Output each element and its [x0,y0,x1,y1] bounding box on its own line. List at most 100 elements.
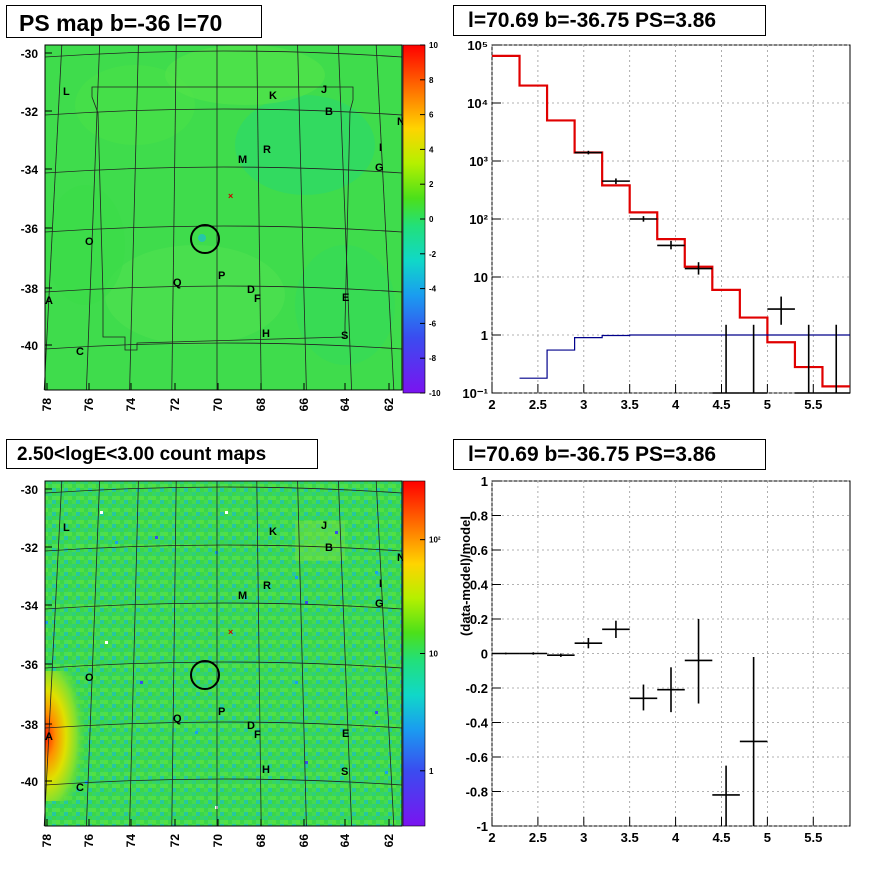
grid-parallel [44,50,403,58]
residual-x-tick-label: 4 [672,830,680,845]
map-x-tick-label: 68 [254,398,268,412]
map-x-tick-label: 78 [40,398,54,412]
source-label-o: O [85,236,94,248]
source-label-f: F [254,729,261,741]
map-x-tick-label: 76 [82,834,96,848]
map-y-tick-label: -32 [21,541,39,555]
map-patch [45,185,125,305]
map-y-tick-label: -40 [21,339,39,353]
map-y-tick-label: -36 [21,658,39,672]
source-a-emission [45,671,105,801]
residual-y-tick-label: 0.2 [470,612,488,627]
source-label-c: C [76,346,84,358]
map-y-tick-label: -40 [21,775,39,789]
map-patch [235,95,375,195]
spectrum-x-tick-label: 4.5 [712,397,730,412]
source-circle [190,660,220,690]
grid-parallel [44,661,403,669]
map-y-tick-label: -32 [21,105,39,119]
grid-meridian [171,44,177,391]
source-label-p: P [218,270,225,282]
map-pixel [225,511,228,514]
spectrum-x-tick-label: 4 [672,397,680,412]
map-x-tick-label: 62 [382,834,396,848]
ts-colorbar-tick-label: -2 [429,250,437,259]
grid-parallel [44,721,403,729]
source-label-m: M [238,590,247,602]
spectrum-y-tick-label: 1 [481,328,488,343]
map-patch [105,245,285,345]
residual-y-tick-label: -0.4 [466,716,489,731]
source-label-b: B [325,106,333,118]
map-x-tick-label: 66 [297,398,311,412]
source-label-a: A [45,731,53,743]
map-pixel [155,536,158,539]
source-peak [198,234,206,242]
residual-x-tick-label: 2.5 [529,830,547,845]
cross-marker: × [228,191,233,201]
map-pixel [295,576,298,579]
grid-meridian [86,44,100,391]
map-x-tick-label: 74 [124,834,138,848]
grid-meridian [375,44,395,391]
map-x-tick-label: 78 [40,834,54,848]
source-label-p: P [218,706,225,718]
map-x-tick-label: 64 [338,834,352,848]
ts-colorbar-tick-label: -6 [429,319,437,328]
source-label-m: M [238,154,247,166]
ts-colorbar-tick-label: 10 [429,41,438,50]
source-label-i: I [379,578,382,590]
residual-y-tick-label: 0.8 [470,509,488,524]
source-label-n: N [397,116,405,128]
model-step-line [492,54,850,388]
count-map-panel: × L K JB N R M IG O Q P DF E A H S C -30 -32 -34 -36 -38 -40 78… [21,480,441,848]
grid-meridian [256,480,262,827]
map-frame [44,44,403,391]
residual-y-tick-label: -1 [476,819,488,834]
source-label-j: J [321,520,327,532]
background-step-line [519,334,850,379]
spectrum-frame [491,44,851,394]
spectrum-x-tick-label: 3 [580,397,587,412]
spectrum-panel: 2 2.5 3 3.5 4 4.5 5 5.5 10⁻¹ 1 10 10² 10³ 10⁴ 10⁵ [462,38,851,412]
map-y-tick-label: -30 [21,47,39,61]
spectrum-x-tick-label: 5.5 [804,397,822,412]
map-pixel [45,621,48,624]
source-label-s: S [341,330,348,342]
map-patch [295,245,395,365]
map-x-tick-label: 76 [82,398,96,412]
ts-colorbar-tick-label: 8 [429,76,434,85]
map-x-tick-label: 66 [297,834,311,848]
source-label-k: K [269,90,277,102]
grid-meridian [86,480,100,827]
ts-colorbar-tick-label: -10 [429,389,441,398]
ts-colorbar-tick-label: 6 [429,111,434,120]
residual-title: l=70.69 b=-36.75 PS=3.86 [453,439,766,470]
source-label-f: F [254,293,261,305]
map-y-tick-label: -38 [21,718,39,732]
source-label-g: G [375,598,384,610]
grid-parallel [44,285,403,293]
source-label-a: A [45,295,53,307]
map-x-tick-label: 72 [168,398,182,412]
source-label-b: B [325,542,333,554]
source-label-h: H [262,764,270,776]
source-label-i: I [379,142,382,154]
map-pixel [140,681,143,684]
spectrum-y-tick-label: 10 [474,270,488,285]
grid-meridian [297,480,307,827]
grid-parallel [44,108,403,116]
source-label-s: S [341,766,348,778]
grid-parallel [44,486,403,494]
map-x-tick-label: 74 [124,398,138,412]
ts-colorbar-tick-label: 2 [429,180,434,189]
map-y-tick-label: -38 [21,282,39,296]
source-label-k: K [269,526,277,538]
grid-parallel [44,602,403,610]
map-x-tick-label: 70 [211,398,225,412]
map-y-tick-label: -34 [21,599,39,613]
map-y-tick-label: -34 [21,163,39,177]
grid-meridian [129,480,139,827]
map-pixel [375,571,378,574]
